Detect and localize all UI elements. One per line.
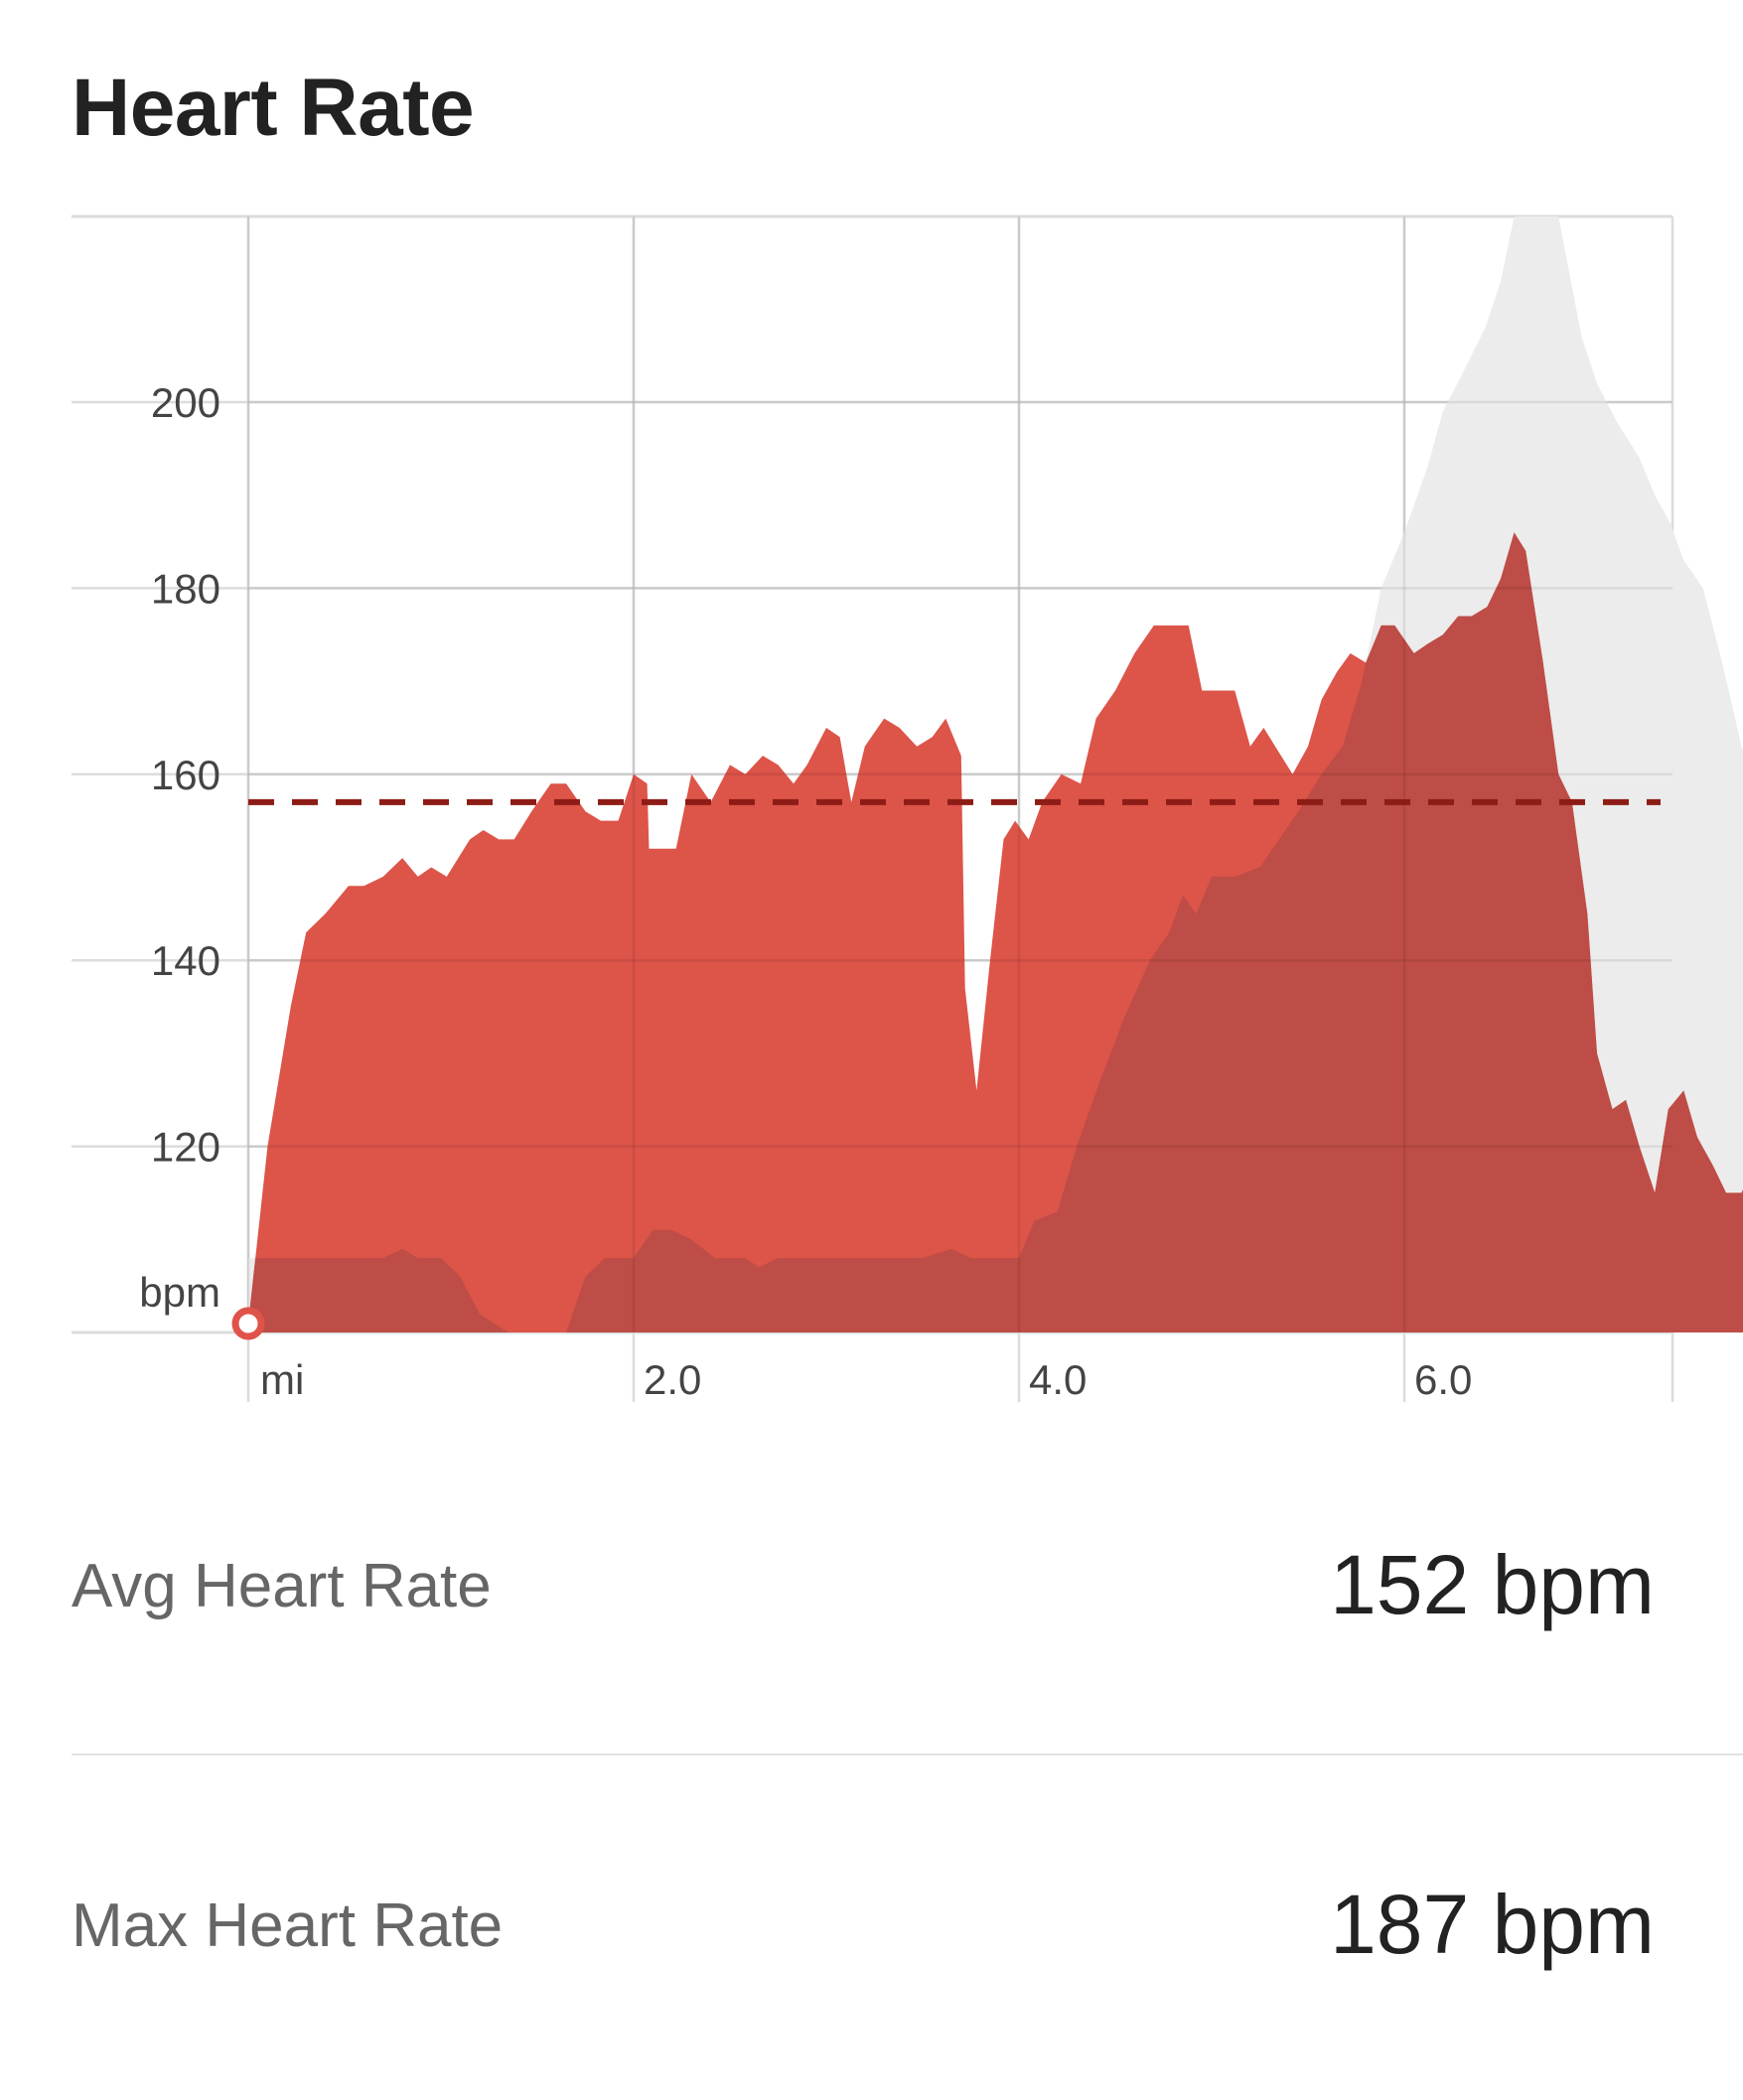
max-heart-rate-label: Max Heart Rate — [72, 1891, 504, 1960]
page-title: Heart Rate — [72, 63, 475, 153]
x-tick-label: 2.0 — [644, 1356, 701, 1403]
avg-heart-rate-label: Avg Heart Rate — [72, 1552, 492, 1620]
y-tick-label: 120 — [151, 1124, 220, 1171]
start-marker — [231, 1307, 265, 1340]
elevation-overlap-area — [248, 532, 1743, 1332]
x-unit-label: mi — [260, 1356, 304, 1403]
y-tick-label: 160 — [151, 752, 220, 798]
max-heart-rate-value: 187 bpm — [1330, 1878, 1655, 1971]
y-tick-label: 180 — [151, 565, 220, 612]
max-heart-rate-row: Max Heart Rate 187 bpm — [72, 1802, 1743, 2100]
avg-heart-rate-value: 152 bpm — [1330, 1538, 1655, 1631]
y-tick-label: 200 — [151, 379, 220, 426]
y-unit-label: bpm — [139, 1269, 220, 1316]
x-tick-label: 4.0 — [1029, 1356, 1087, 1403]
y-tick-label: 140 — [151, 937, 220, 984]
divider — [72, 1753, 1743, 1755]
x-tick-label: 6.0 — [1414, 1356, 1472, 1403]
avg-heart-rate-row: Avg Heart Rate 152 bpm — [72, 1470, 1743, 1767]
